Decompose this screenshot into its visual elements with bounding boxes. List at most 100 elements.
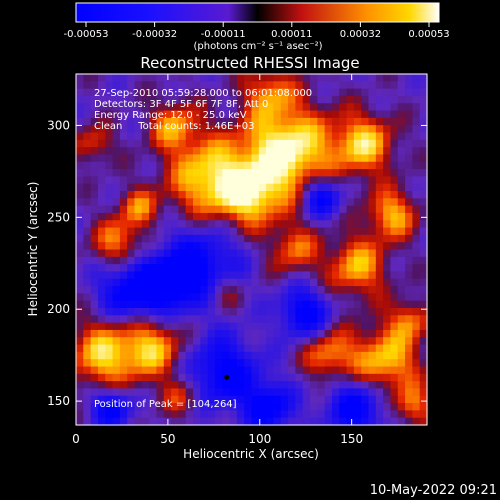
heatmap-cell [97, 381, 106, 390]
heatmap-cell [375, 278, 384, 287]
heatmap-cell [339, 125, 348, 134]
heatmap-cell [251, 169, 260, 177]
heatmap-cell [412, 95, 421, 104]
heatmap-cell [258, 366, 267, 375]
heatmap-cell [229, 132, 238, 141]
heatmap-cell [324, 169, 333, 177]
heatmap-cell [266, 220, 275, 229]
heatmap-cell [149, 147, 158, 156]
heatmap-cell [200, 286, 209, 294]
heatmap-cell [156, 242, 165, 251]
heatmap-cell [405, 293, 413, 302]
heatmap-cell [339, 403, 348, 411]
heatmap-cell [171, 373, 179, 382]
heatmap-cell [236, 212, 245, 221]
heatmap-cell [141, 139, 150, 148]
heatmap-cell [346, 410, 355, 419]
heatmap-cell [236, 359, 245, 368]
heatmap-cell [149, 381, 158, 390]
heatmap-cell [185, 286, 194, 294]
heatmap-cell [214, 271, 223, 280]
heatmap-cell [171, 395, 179, 404]
heatmap-cell [207, 395, 216, 404]
heatmap-cell [178, 183, 187, 192]
heatmap-cell [244, 117, 253, 126]
heatmap-cell [149, 212, 158, 221]
heatmap-cell [368, 103, 377, 112]
heatmap-cell [156, 278, 165, 287]
heatmap-cell [178, 205, 187, 214]
heatmap-cell [112, 359, 121, 368]
heatmap-cell [244, 242, 253, 251]
heatmap-cell [390, 220, 399, 229]
heatmap-cell [193, 132, 201, 141]
heatmap-cell [134, 351, 143, 360]
heatmap-cell [178, 410, 187, 419]
heatmap-cell [149, 117, 158, 126]
heatmap-cell [236, 403, 245, 411]
heatmap-cell [331, 359, 340, 368]
heatmap-cell [193, 125, 201, 134]
heatmap-cell [258, 169, 267, 177]
heatmap-cell [280, 286, 289, 294]
heatmap-cell [171, 212, 179, 221]
heatmap-cell [119, 191, 128, 199]
heatmap-cell [346, 183, 355, 192]
heatmap-cell [339, 220, 348, 229]
heatmap-cell [324, 212, 333, 221]
heatmap-cell [236, 81, 245, 90]
heatmap-cell [368, 395, 377, 404]
heatmap-cell [163, 286, 172, 294]
heatmap-cell [339, 212, 348, 221]
heatmap-cell [141, 212, 150, 221]
heatmap-cell [346, 381, 355, 390]
heatmap-cell [214, 315, 223, 324]
heatmap-cell [266, 147, 275, 156]
heatmap-cell [390, 381, 399, 390]
heatmap-cell [163, 191, 172, 199]
heatmap-cell [236, 132, 245, 141]
heatmap-cell [193, 154, 201, 163]
heatmap-cell [193, 191, 201, 199]
heatmap-cell [134, 417, 143, 426]
heatmap-cell [185, 300, 194, 309]
heatmap-cell [119, 344, 128, 353]
heatmap-cell [310, 176, 318, 185]
heatmap-cell [156, 183, 165, 192]
heatmap-cell [171, 176, 179, 185]
heatmap-cell [302, 271, 311, 280]
heatmap-cell [119, 256, 128, 265]
heatmap-cell [339, 293, 348, 302]
heatmap-cell [324, 403, 333, 411]
heatmap-cell [90, 154, 99, 163]
heatmap-cell [83, 220, 92, 229]
heatmap-cell [127, 154, 136, 163]
heatmap-cell [76, 271, 84, 280]
heatmap-cell [207, 234, 216, 243]
heatmap-cell [353, 381, 362, 390]
heatmap-cell [331, 403, 340, 411]
heatmap-cell [310, 344, 318, 353]
heatmap-cell [178, 220, 187, 229]
heatmap-cell [412, 256, 421, 265]
heatmap-cell [178, 366, 187, 375]
heatmap-cells [76, 74, 428, 426]
heatmap-cell [317, 176, 326, 185]
heatmap-cell [149, 388, 158, 397]
heatmap-cell [273, 103, 282, 112]
heatmap-cell [141, 256, 150, 265]
colorbar-tick-label: -0.00011 [201, 29, 246, 40]
heatmap-cell [383, 110, 392, 119]
heatmap-cell [302, 351, 311, 360]
heatmap-cell [171, 183, 179, 192]
heatmap-cell [258, 212, 267, 221]
heatmap-cell [324, 417, 333, 426]
heatmap-cell [397, 220, 406, 229]
heatmap-cell [134, 308, 143, 316]
heatmap-cell [105, 264, 114, 273]
heatmap-cell [207, 169, 216, 177]
heatmap-cell [112, 293, 121, 302]
info-line-clean: Clean Total counts: 1.46E+03 [94, 121, 254, 132]
heatmap-cell [331, 154, 340, 163]
heatmap-cell [156, 169, 165, 177]
